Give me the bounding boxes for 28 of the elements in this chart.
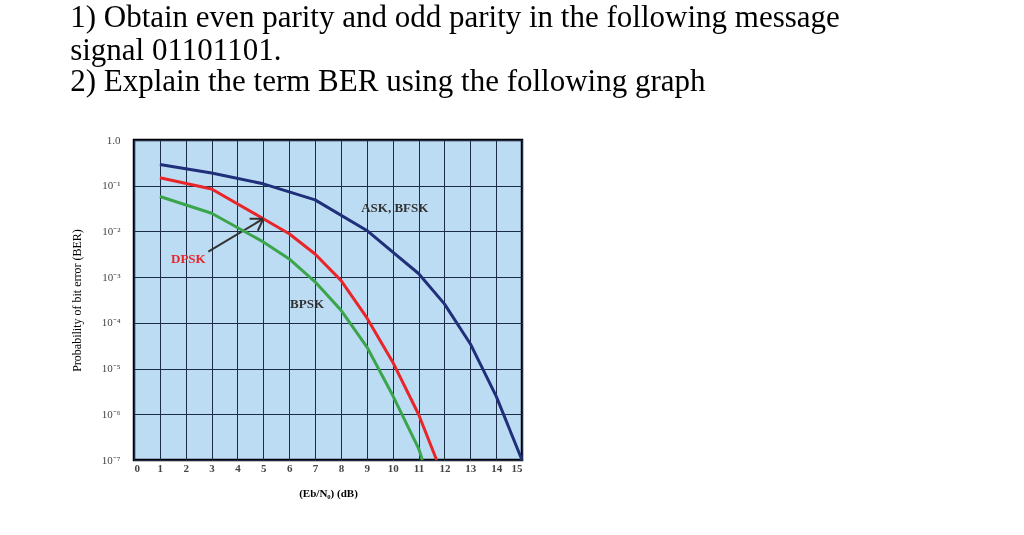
x-tick-label: 3 <box>209 461 216 474</box>
y-tick-label: 1.0 <box>106 133 121 146</box>
x-axis-title: (Eb/N₀) (dB) <box>299 486 359 500</box>
x-tick-label: 14 <box>491 461 503 474</box>
x-tick-label: 8 <box>338 461 345 474</box>
x-tick-label: 12 <box>439 461 451 474</box>
x-tick-label: 4 <box>235 461 242 474</box>
x-tick-label: 6 <box>286 461 293 474</box>
x-tick-label: 2 <box>183 461 190 474</box>
x-tick-label: 15 <box>511 461 523 474</box>
y-tick-label: 10⁻⁶ <box>101 407 121 420</box>
chart-title: 1) Obtain even parity and odd parity in the following message signal 01101101. <box>70 0 840 67</box>
x-tick-label: 5 <box>261 461 268 474</box>
x-tick-label: 11 <box>413 461 425 474</box>
x-tick-label: 0 <box>134 461 141 474</box>
y-tick-label: 10⁻¹ <box>102 179 121 192</box>
y-tick-label: 10⁻³ <box>102 270 122 283</box>
y-tick-label: 10⁻² <box>102 224 122 237</box>
y-tick-label: 10⁻⁷ <box>101 453 121 466</box>
x-tick-label: 9 <box>364 461 371 474</box>
y-axis-title: Probability of bit error (BER) <box>69 229 84 372</box>
y-tick-label: 10⁻⁴ <box>101 316 121 329</box>
x-tick-label: 7 <box>312 461 319 474</box>
y-tick-label: 10⁻⁵ <box>101 362 121 375</box>
x-tick-label: 10 <box>387 461 400 474</box>
x-tick-label: 13 <box>465 461 477 474</box>
x-tick-label: 1 <box>157 461 164 474</box>
line-series <box>158 163 524 462</box>
